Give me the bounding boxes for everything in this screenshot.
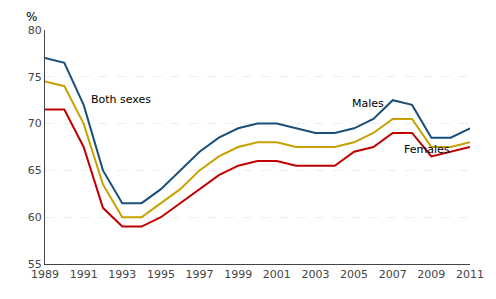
svg-text:60: 60	[28, 211, 42, 224]
svg-text:2003: 2003	[301, 268, 329, 281]
svg-text:1991: 1991	[70, 268, 98, 281]
svg-text:1999: 1999	[224, 268, 252, 281]
svg-text:Females: Females	[404, 143, 450, 156]
svg-text:1989: 1989	[31, 268, 59, 281]
svg-text:2009: 2009	[417, 268, 445, 281]
svg-text:Males: Males	[352, 97, 384, 110]
svg-text:65: 65	[28, 164, 42, 177]
svg-text:80: 80	[28, 24, 42, 37]
svg-text:75: 75	[28, 71, 42, 84]
svg-text:2005: 2005	[340, 268, 368, 281]
svg-text:55: 55	[28, 258, 42, 271]
svg-text:70: 70	[28, 117, 42, 130]
svg-text:2007: 2007	[379, 268, 407, 281]
svg-text:Both sexes: Both sexes	[91, 93, 151, 106]
svg-text:1997: 1997	[186, 268, 214, 281]
svg-text:1995: 1995	[147, 268, 175, 281]
svg-text:1993: 1993	[108, 268, 136, 281]
svg-text:2001: 2001	[263, 268, 291, 281]
svg-text:2011: 2011	[456, 268, 484, 281]
svg-text:%: %	[26, 10, 37, 24]
